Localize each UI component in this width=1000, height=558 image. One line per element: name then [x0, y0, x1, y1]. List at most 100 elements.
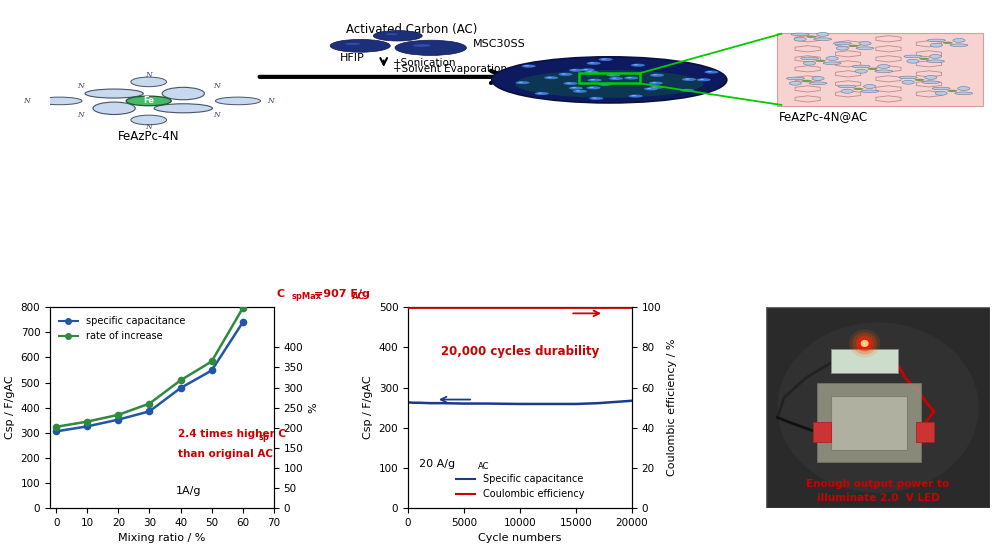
Circle shape	[849, 329, 880, 358]
Ellipse shape	[859, 41, 871, 45]
FancyBboxPatch shape	[916, 422, 934, 441]
Ellipse shape	[861, 90, 879, 93]
Circle shape	[585, 71, 599, 74]
Ellipse shape	[162, 88, 204, 100]
Circle shape	[685, 79, 690, 80]
Circle shape	[518, 82, 523, 83]
Legend: Specific capacitance, Coulombic efficiency: Specific capacitance, Coulombic efficien…	[452, 470, 588, 503]
Text: Fe: Fe	[143, 97, 154, 105]
Ellipse shape	[935, 92, 947, 95]
Circle shape	[849, 45, 859, 47]
Bar	[579, 73, 640, 84]
Text: N: N	[78, 112, 84, 119]
FancyBboxPatch shape	[831, 396, 907, 450]
Circle shape	[589, 87, 594, 88]
Text: +Sonication: +Sonication	[393, 58, 457, 68]
Circle shape	[634, 64, 638, 65]
Circle shape	[535, 92, 549, 95]
Circle shape	[861, 340, 869, 347]
Circle shape	[650, 74, 664, 76]
Circle shape	[599, 58, 613, 61]
Text: 20 A/g: 20 A/g	[419, 459, 455, 469]
Circle shape	[699, 79, 704, 80]
Circle shape	[590, 79, 595, 80]
Circle shape	[707, 71, 712, 72]
Y-axis label: Coulombic efficiency / %: Coulombic efficiency / %	[667, 339, 677, 477]
Text: 2.4 times higher C: 2.4 times higher C	[178, 429, 286, 439]
Circle shape	[649, 81, 663, 85]
Ellipse shape	[958, 86, 970, 90]
Circle shape	[563, 82, 578, 85]
Ellipse shape	[833, 42, 851, 45]
Ellipse shape	[841, 89, 853, 93]
Text: AC: AC	[352, 292, 365, 301]
Circle shape	[653, 74, 657, 75]
Circle shape	[629, 94, 643, 98]
Ellipse shape	[930, 44, 943, 47]
Text: N: N	[145, 123, 152, 131]
Circle shape	[588, 79, 602, 81]
Circle shape	[589, 62, 594, 64]
Circle shape	[682, 78, 696, 81]
Circle shape	[612, 78, 616, 79]
Ellipse shape	[413, 44, 431, 47]
Circle shape	[569, 86, 583, 90]
Circle shape	[947, 90, 958, 92]
Ellipse shape	[904, 55, 922, 57]
Ellipse shape	[809, 82, 827, 85]
Circle shape	[587, 71, 592, 73]
Circle shape	[569, 69, 583, 72]
Circle shape	[589, 97, 603, 100]
Circle shape	[583, 69, 588, 70]
Circle shape	[606, 74, 620, 76]
Ellipse shape	[878, 65, 890, 68]
FancyBboxPatch shape	[813, 422, 831, 441]
Text: Enough output power to: Enough output power to	[806, 479, 950, 489]
Ellipse shape	[812, 76, 824, 80]
Circle shape	[631, 95, 636, 96]
Text: N: N	[145, 71, 152, 79]
Circle shape	[644, 88, 658, 90]
Circle shape	[631, 64, 645, 66]
Ellipse shape	[93, 102, 135, 114]
Circle shape	[697, 78, 711, 81]
Ellipse shape	[927, 39, 945, 42]
Text: than original AC: than original AC	[178, 449, 273, 459]
Text: C: C	[277, 290, 285, 299]
Circle shape	[601, 59, 606, 60]
Circle shape	[395, 40, 466, 55]
Text: MSC30SS: MSC30SS	[473, 39, 526, 49]
X-axis label: Cycle numbers: Cycle numbers	[478, 533, 562, 543]
Ellipse shape	[864, 85, 876, 88]
Ellipse shape	[925, 75, 937, 79]
Circle shape	[919, 57, 929, 60]
Circle shape	[581, 68, 595, 71]
Circle shape	[598, 83, 612, 86]
Circle shape	[647, 88, 652, 89]
Text: FeAzPc-4N: FeAzPc-4N	[118, 130, 179, 143]
Ellipse shape	[791, 33, 809, 36]
Text: HFIP: HFIP	[340, 53, 365, 63]
Text: N: N	[213, 83, 220, 90]
Circle shape	[547, 77, 552, 78]
Circle shape	[522, 65, 536, 68]
Text: Activated Carbon (AC): Activated Carbon (AC)	[346, 23, 478, 36]
Ellipse shape	[131, 115, 167, 125]
Circle shape	[126, 96, 171, 105]
Ellipse shape	[932, 87, 950, 90]
Text: illuminate 2.0  V LED: illuminate 2.0 V LED	[817, 493, 939, 503]
FancyBboxPatch shape	[818, 383, 921, 461]
Ellipse shape	[37, 97, 82, 105]
Ellipse shape	[215, 97, 261, 105]
Circle shape	[572, 87, 576, 88]
Text: sp: sp	[258, 433, 269, 442]
Ellipse shape	[826, 56, 838, 60]
Circle shape	[914, 79, 925, 81]
Text: 20,000 cycles durability: 20,000 cycles durability	[441, 345, 599, 358]
Text: FeAzPc-4N@AC: FeAzPc-4N@AC	[778, 110, 868, 123]
Legend: specific capacitance, rate of increase: specific capacitance, rate of increase	[55, 312, 189, 345]
Circle shape	[609, 77, 623, 80]
Ellipse shape	[823, 62, 841, 65]
Circle shape	[853, 88, 864, 90]
Circle shape	[652, 82, 656, 83]
